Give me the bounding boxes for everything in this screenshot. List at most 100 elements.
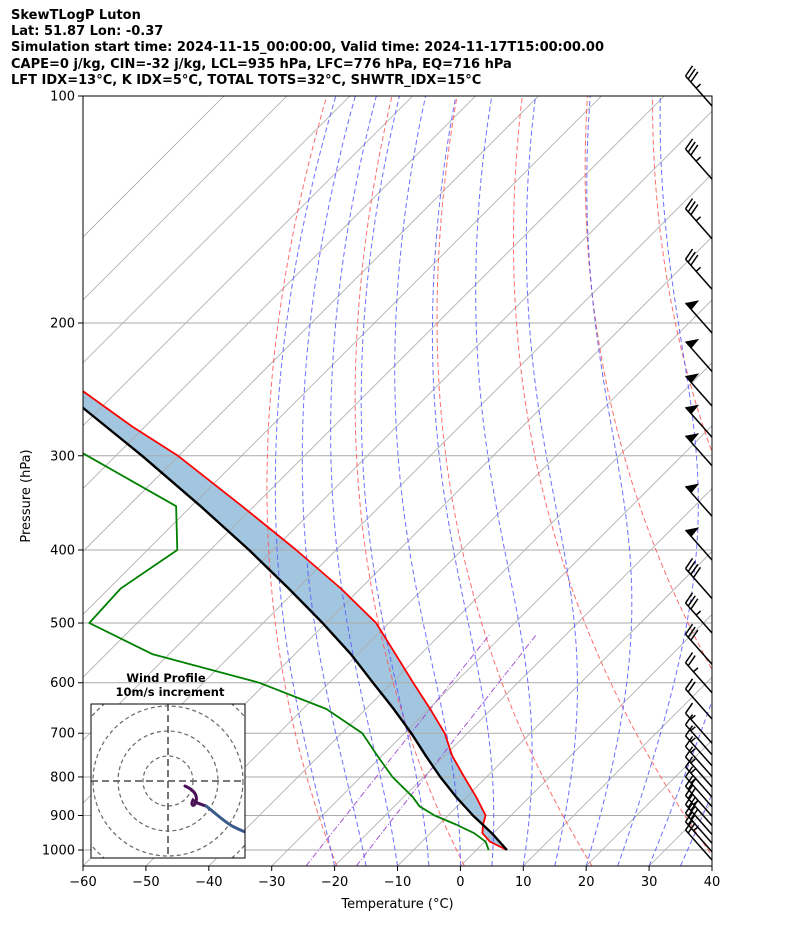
- header-times: Simulation start time: 2024-11-15_00:00:…: [11, 40, 604, 56]
- wind-barb: [684, 746, 713, 788]
- isotherm-line: [83, 96, 225, 238]
- isotherm-line: [775, 96, 794, 866]
- dry-adiabat: [436, 96, 593, 866]
- wind-barb-shaft: [684, 756, 713, 788]
- x-tick-label: −60: [69, 875, 96, 890]
- hodograph-trace-high: [204, 804, 245, 834]
- x-tick-label: 10: [515, 875, 532, 890]
- isotherm-line: [271, 425, 712, 866]
- moist-adiabat: [475, 96, 533, 866]
- isotherm-line: [460, 613, 712, 866]
- isotherm-line: [83, 96, 602, 615]
- wind-barb-half: [690, 758, 696, 764]
- moist-adiabat: [360, 96, 430, 866]
- wind-barb-full: [684, 65, 694, 77]
- moist-adiabat: [431, 96, 495, 866]
- wind-barb-half: [690, 768, 696, 774]
- x-tick-label: −30: [258, 875, 285, 890]
- wind-barb: [684, 725, 713, 767]
- y-tick-label: 1000: [42, 844, 75, 859]
- wind-barb-full: [690, 204, 699, 216]
- wind-barb-full: [684, 623, 694, 635]
- wind-barb-full: [684, 248, 694, 260]
- wind-barb-full: [687, 251, 696, 263]
- moist-adiabat: [301, 96, 367, 866]
- wind-barb-half: [690, 778, 696, 784]
- mixing-ratio-line: [305, 634, 490, 866]
- y-tick-label: 700: [50, 727, 75, 742]
- wind-barb-shaft: [684, 258, 713, 290]
- wind-barb-full: [684, 702, 694, 714]
- hodograph-trace-low: [183, 784, 208, 808]
- wind-barb-shaft: [684, 804, 713, 835]
- dry-adiabat: [718, 96, 794, 866]
- wind-barb-full: [684, 735, 694, 747]
- wind-barb-full: [690, 71, 699, 83]
- wind-barb-flag: [685, 338, 700, 349]
- wind-barb-full: [692, 566, 702, 578]
- wind-barb-shaft: [684, 712, 713, 744]
- header-location: Lat: 51.87 Lon: -0.37: [11, 24, 164, 40]
- wind-barb-flag: [685, 527, 700, 537]
- hodograph-inset: Wind Profile 10m/s increment: [90, 671, 246, 859]
- wind-barb: [684, 483, 713, 517]
- wind-barb-half: [690, 748, 696, 754]
- wind-barb-full: [684, 746, 694, 758]
- hodograph-title: Wind Profile: [126, 671, 206, 685]
- isotherm-line: [83, 96, 413, 427]
- hodograph-frame: [90, 703, 246, 859]
- wind-barb: [684, 702, 713, 744]
- moist-adiabat: [680, 792, 712, 866]
- x-tick-label: 30: [641, 875, 658, 890]
- axis-layer: −60 −50 −40 −30 −20 −10 0 10 20 30 40 1000 900 800 700…: [19, 90, 720, 913]
- wind-barb-shaft: [684, 602, 713, 634]
- wind-barb-full: [690, 629, 699, 641]
- y-tick-label: 300: [50, 449, 75, 464]
- header-station: SkewTLogP Luton: [11, 8, 141, 23]
- isotherm-line: [523, 676, 712, 866]
- wind-barb: [684, 714, 713, 756]
- wind-barb-half: [690, 714, 696, 720]
- wind-barb-full: [684, 652, 694, 664]
- x-tick-label: −20: [321, 875, 348, 890]
- wind-barb-full: [684, 678, 694, 690]
- wind-barb: [684, 65, 713, 107]
- dry-adiabat: [513, 96, 712, 857]
- isotherm-line: [711, 865, 712, 866]
- wind-barb-shaft: [684, 821, 713, 853]
- wind-barb-full: [690, 598, 699, 610]
- header-block: SkewTLogP Luton Lat: 51.87 Lon: -0.37 Si…: [11, 8, 604, 89]
- dry-adiabat: [652, 96, 712, 454]
- mixing-ratio-line: [355, 634, 537, 866]
- wind-barb-full: [687, 626, 696, 638]
- wind-barb-shaft: [684, 633, 713, 665]
- wind-barb-shaft: [684, 75, 713, 107]
- wind-barb-shaft: [684, 688, 713, 720]
- wind-barb-full: [684, 725, 694, 737]
- y-axis-label: Pressure (hPa): [19, 449, 34, 542]
- y-tick-label: 500: [50, 617, 75, 632]
- isotherm-line: [648, 802, 712, 866]
- wind-barb: [684, 557, 713, 600]
- dry-adiabat: [783, 96, 794, 866]
- dewpoint-line: [83, 452, 490, 851]
- wind-barb-flag: [685, 300, 700, 310]
- cape-area: [83, 391, 507, 851]
- x-tick-label: 40: [704, 875, 721, 890]
- wind-barb-full: [690, 144, 699, 156]
- series-layer: [83, 390, 508, 851]
- wind-barb: [684, 138, 713, 180]
- wind-barb-half: [692, 799, 699, 806]
- dry-adiabat: [354, 96, 465, 866]
- moist-adiabat: [617, 96, 699, 866]
- wind-barb-full: [684, 138, 694, 150]
- wind-barb: [684, 652, 713, 694]
- wind-barb: [684, 433, 713, 467]
- y-tick-label: 100: [50, 90, 75, 105]
- isotherm-line: [83, 96, 665, 678]
- moist-adiabat: [394, 96, 461, 866]
- wind-barb-full: [687, 560, 696, 572]
- wind-barb-full: [684, 714, 694, 726]
- wind-barb-full: [687, 595, 696, 607]
- isotherm-line: [83, 96, 539, 553]
